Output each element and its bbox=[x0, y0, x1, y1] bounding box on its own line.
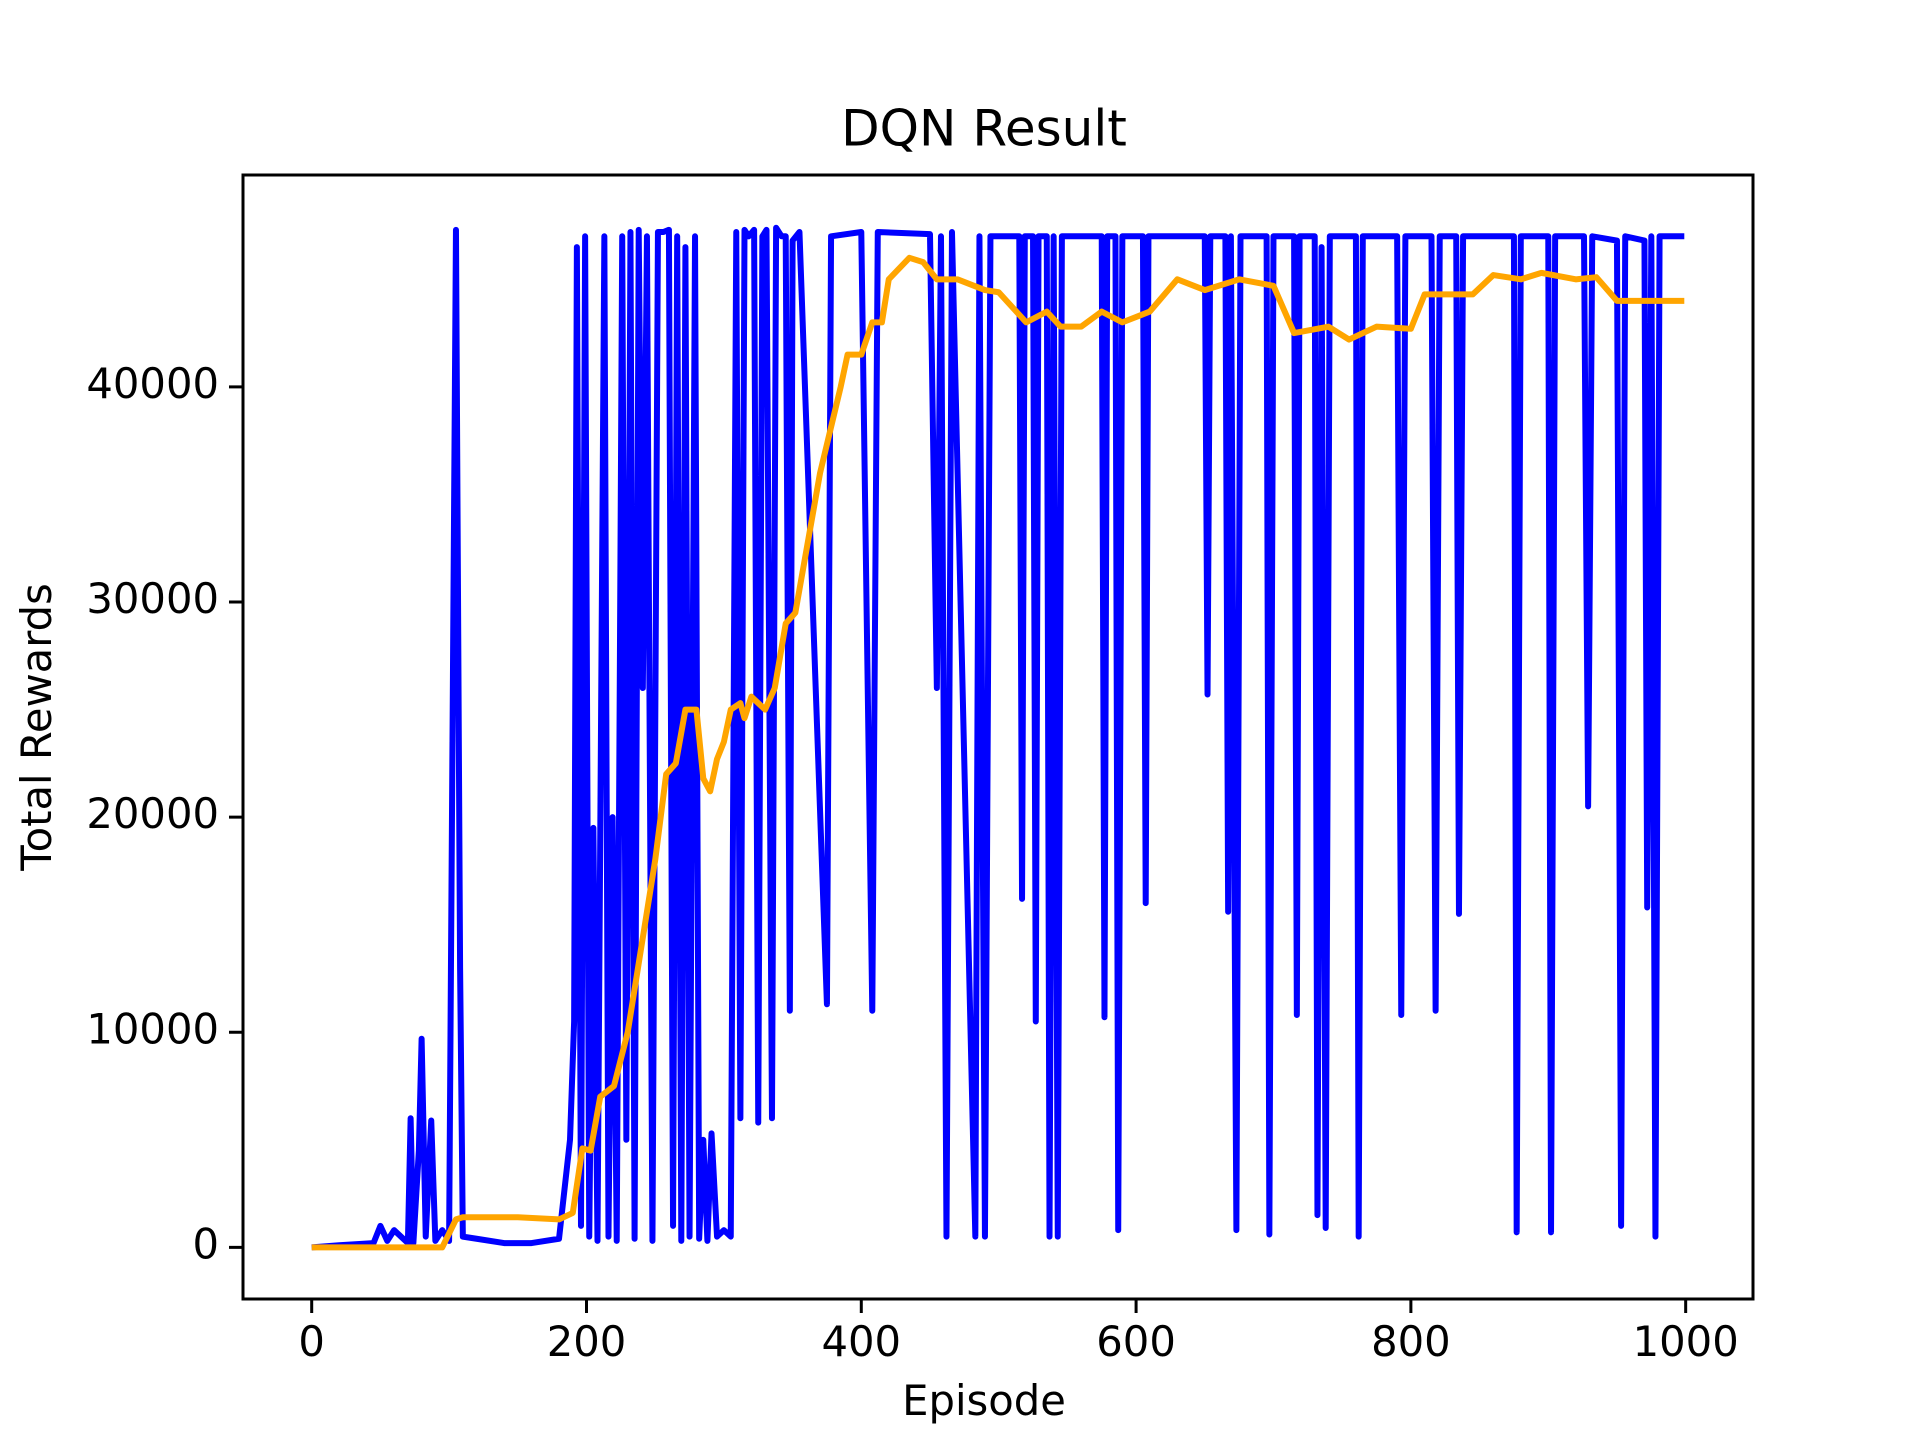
x-tick-label: 200 bbox=[547, 1317, 627, 1366]
plot-frame bbox=[241, 173, 1755, 1301]
x-tick-label: 1000 bbox=[1633, 1317, 1739, 1366]
series-line bbox=[311, 254, 1685, 1251]
y-tick-label: 30000 bbox=[86, 574, 219, 623]
x-tick-label: 0 bbox=[298, 1317, 325, 1366]
series-line bbox=[311, 224, 1685, 1251]
y-tick-label: 40000 bbox=[86, 359, 219, 408]
y-axis-label: Total Rewards bbox=[12, 583, 61, 872]
y-tick-label: 10000 bbox=[86, 1004, 219, 1053]
x-tick-label: 800 bbox=[1371, 1317, 1451, 1366]
chart-title: DQN Result bbox=[841, 100, 1127, 158]
y-tick-label: 20000 bbox=[86, 789, 219, 838]
x-tick-label: 600 bbox=[1096, 1317, 1176, 1366]
y-tick-label: 0 bbox=[192, 1219, 219, 1268]
x-tick-label: 400 bbox=[822, 1317, 902, 1366]
x-axis-label: Episode bbox=[902, 1376, 1066, 1425]
